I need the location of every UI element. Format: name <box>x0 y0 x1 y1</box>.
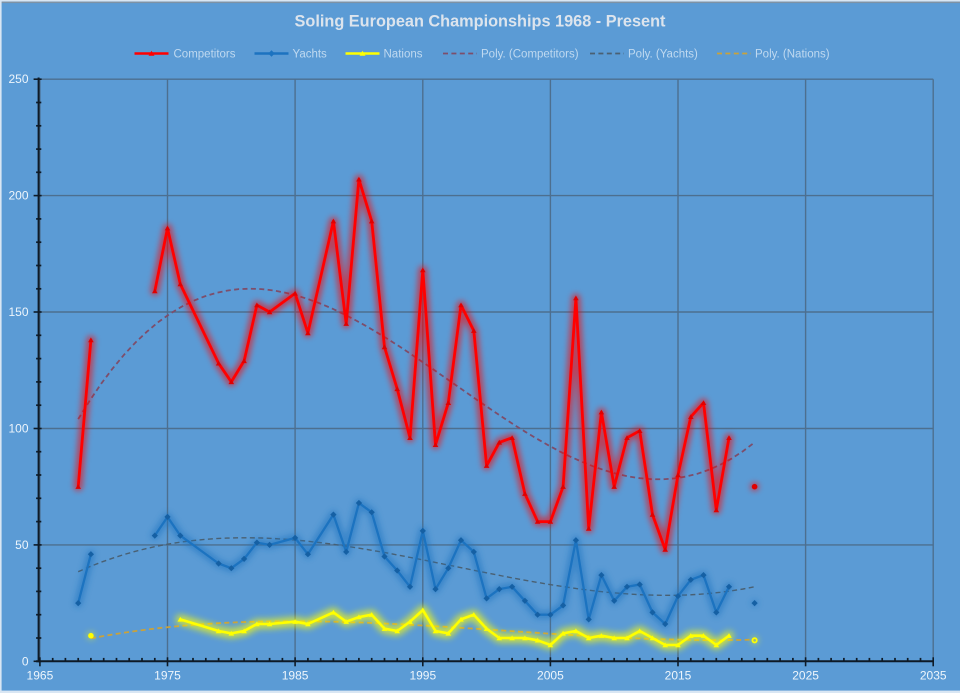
svg-text:100: 100 <box>8 422 28 436</box>
svg-text:50: 50 <box>15 538 29 552</box>
svg-text:Poly. (Competitors): Poly. (Competitors) <box>481 49 579 61</box>
svg-text:Soling European Championships: Soling European Championships 1968 - Pre… <box>295 13 667 31</box>
svg-text:Poly. (Yachts): Poly. (Yachts) <box>628 49 698 61</box>
svg-text:1975: 1975 <box>154 669 181 683</box>
svg-text:0: 0 <box>22 654 29 668</box>
svg-text:1985: 1985 <box>282 669 309 683</box>
svg-text:Nations: Nations <box>384 49 423 61</box>
svg-text:2025: 2025 <box>792 669 819 683</box>
svg-text:200: 200 <box>8 189 28 203</box>
svg-text:150: 150 <box>8 305 28 319</box>
svg-text:2035: 2035 <box>920 669 947 683</box>
svg-text:250: 250 <box>8 72 28 86</box>
svg-text:1965: 1965 <box>27 669 54 683</box>
svg-text:Yachts: Yachts <box>293 49 328 61</box>
svg-text:1995: 1995 <box>409 669 436 683</box>
svg-text:2015: 2015 <box>665 669 692 683</box>
svg-text:Poly. (Nations): Poly. (Nations) <box>755 49 830 61</box>
svg-text:2005: 2005 <box>537 669 564 683</box>
svg-text:Competitors: Competitors <box>174 49 236 61</box>
